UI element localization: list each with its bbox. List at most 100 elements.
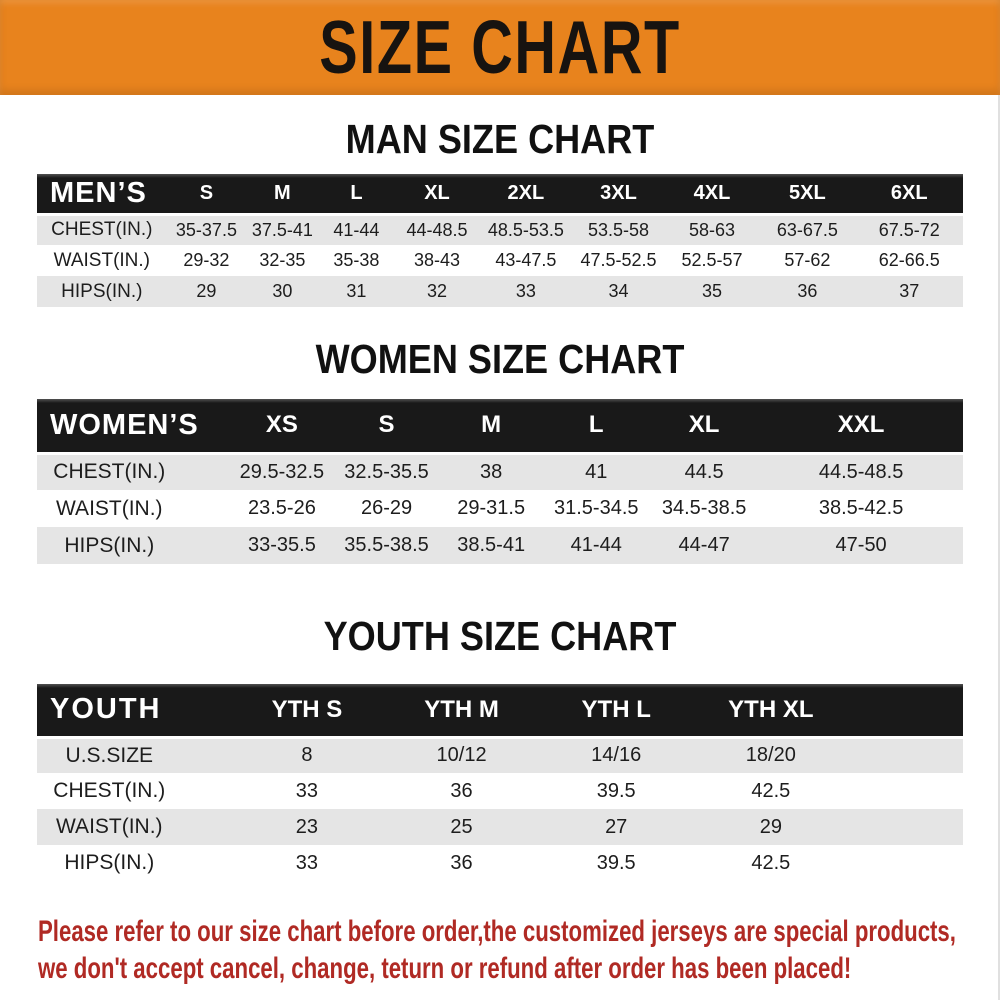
data-cell: 41-44	[318, 214, 395, 245]
data-cell: 44.5	[649, 453, 760, 490]
data-cell	[848, 809, 963, 845]
data-cell: 31	[318, 276, 395, 307]
size-column-header: YTH M	[384, 684, 539, 739]
men-size-table: MEN’S S M L XL 2XL 3XL 4XL 5XL 6XL CHEST(IN.) 35-37…	[37, 174, 963, 307]
data-cell: 36	[759, 276, 856, 307]
data-cell: 47.5-52.5	[572, 245, 665, 276]
data-cell	[848, 773, 963, 809]
table-row: CHEST(IN.) 29.5-32.5 32.5-35.5 38 41 44.5 44.5…	[37, 453, 963, 490]
youth-section-heading: YOUTH SIZE CHART	[323, 613, 677, 659]
table-header-row: MEN’S S M L XL 2XL 3XL 4XL 5XL 6XL	[37, 174, 963, 216]
data-cell: 53.5-58	[572, 214, 665, 245]
data-cell: 63-67.5	[759, 214, 856, 245]
size-column-header: S	[334, 399, 439, 455]
data-cell: 29.5-32.5	[229, 453, 335, 490]
row-label: U.S.SIZE	[37, 737, 230, 773]
data-cell: 36	[384, 773, 539, 809]
table-row: WAIST(IN.) 23 25 27 29	[37, 809, 963, 845]
data-cell: 10/12	[384, 737, 539, 773]
data-cell: 29-31.5	[438, 490, 544, 527]
data-cell: 39.5	[538, 773, 694, 809]
data-cell: 29	[166, 276, 247, 307]
data-cell: 38	[438, 453, 544, 490]
data-cell: 29-32	[166, 245, 247, 276]
row-label: CHEST(IN.)	[37, 773, 230, 809]
size-column-header: XS	[229, 399, 335, 455]
data-cell: 38.5-41	[438, 527, 544, 564]
data-cell: 35	[664, 276, 760, 307]
banner-title: SIZE CHART	[319, 5, 681, 90]
banner: SIZE CHART	[0, 0, 1000, 95]
size-column-header	[848, 684, 963, 739]
men-section-heading: MAN SIZE CHART	[345, 116, 655, 162]
data-cell: 35.5-38.5	[334, 527, 439, 564]
row-label: WAIST(IN.)	[37, 245, 167, 276]
size-column-header: YTH S	[229, 684, 385, 739]
data-cell: 39.5	[538, 845, 694, 881]
table-title-cell: YOUTH	[37, 684, 230, 739]
data-cell: 8	[229, 737, 385, 773]
table-row: CHEST(IN.) 35-37.5 37.5-41 41-44 44-48.5 48.5…	[37, 214, 963, 245]
table-header-row: YOUTH YTH S YTH M YTH L YTH XL	[37, 684, 963, 739]
data-cell: 36	[384, 845, 539, 881]
data-cell: 42.5	[693, 845, 849, 881]
data-cell: 44-47	[649, 527, 760, 564]
data-cell: 38.5-42.5	[759, 490, 963, 527]
row-label: HIPS(IN.)	[37, 527, 230, 564]
size-column-header: 4XL	[664, 174, 760, 216]
row-label: WAIST(IN.)	[37, 809, 230, 845]
table-row: HIPS(IN.) 33-35.5 35.5-38.5 38.5-41 41-44 44-…	[37, 527, 963, 564]
data-cell: 62-66.5	[855, 245, 963, 276]
row-label: CHEST(IN.)	[37, 214, 167, 245]
data-cell: 41-44	[543, 527, 650, 564]
data-cell: 32.5-35.5	[334, 453, 439, 490]
table-header-row: WOMEN’S XS S M L XL XXL	[37, 399, 963, 455]
data-cell: 35-37.5	[166, 214, 247, 245]
table-title-cell: MEN’S	[37, 174, 167, 216]
data-cell: 35-38	[318, 245, 395, 276]
table-row: U.S.SIZE 8 10/12 14/16 18/20	[37, 737, 963, 773]
data-cell: 33	[479, 276, 573, 307]
disclaimer-line-1: Please refer to our size chart before or…	[38, 915, 956, 948]
data-cell: 47-50	[759, 527, 963, 564]
data-cell: 23	[229, 809, 385, 845]
size-column-header: 2XL	[479, 174, 573, 216]
table-row: WAIST(IN.) 29-32 32-35 35-38 38-43 43-47.5 47.…	[37, 245, 963, 276]
data-cell: 33	[229, 845, 385, 881]
row-label: HIPS(IN.)	[37, 845, 230, 881]
table-row: HIPS(IN.) 33 36 39.5 42.5	[37, 845, 963, 881]
data-cell: 14/16	[538, 737, 694, 773]
size-column-header: 6XL	[855, 174, 963, 216]
data-cell: 52.5-57	[664, 245, 760, 276]
data-cell: 25	[384, 809, 539, 845]
data-cell: 37	[855, 276, 963, 307]
data-cell: 26-29	[334, 490, 439, 527]
data-cell	[848, 737, 963, 773]
women-section-heading: WOMEN SIZE CHART	[315, 336, 685, 382]
youth-size-table: YOUTH YTH S YTH M YTH L YTH XL U.S.SIZE 8 10/12…	[37, 684, 963, 881]
data-cell: 43-47.5	[479, 245, 573, 276]
data-cell: 23.5-26	[229, 490, 335, 527]
data-cell: 32	[394, 276, 480, 307]
data-cell: 37.5-41	[246, 214, 319, 245]
data-cell: 67.5-72	[855, 214, 963, 245]
data-cell: 30	[246, 276, 319, 307]
data-cell: 34	[572, 276, 665, 307]
size-column-header: XL	[649, 399, 760, 455]
data-cell: 29	[693, 809, 849, 845]
data-cell: 33	[229, 773, 385, 809]
women-size-table: WOMEN’S XS S M L XL XXL CHEST(IN.) 29.5-32.5 32.5…	[37, 399, 963, 564]
data-cell: 57-62	[759, 245, 856, 276]
table-row: CHEST(IN.) 33 36 39.5 42.5	[37, 773, 963, 809]
data-cell: 48.5-53.5	[479, 214, 573, 245]
data-cell: 33-35.5	[229, 527, 335, 564]
size-column-header: YTH L	[538, 684, 694, 739]
size-column-header: L	[318, 174, 395, 216]
size-column-header: L	[543, 399, 650, 455]
size-column-header: S	[166, 174, 247, 216]
disclaimer-note: Please refer to our size chart before or…	[38, 913, 956, 987]
size-column-header: XL	[394, 174, 480, 216]
row-label: CHEST(IN.)	[37, 453, 230, 490]
row-label: HIPS(IN.)	[37, 276, 167, 307]
